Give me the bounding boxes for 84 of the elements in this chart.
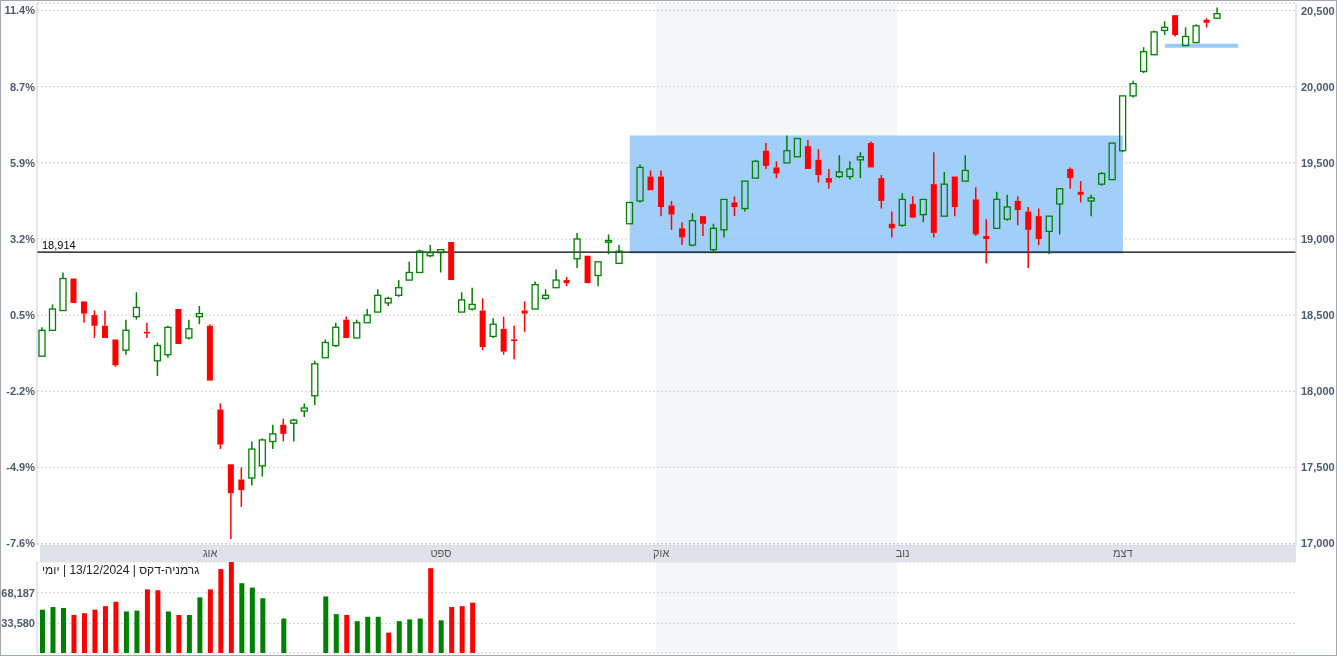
bar: [123, 611, 129, 653]
candlestick: [164, 325, 172, 359]
y-tick-label: 3.2%: [9, 232, 36, 245]
candlestick: [972, 186, 979, 237]
bar: [207, 589, 213, 653]
bar: [165, 611, 171, 653]
candlestick: [332, 321, 340, 348]
candlestick: [846, 160, 854, 181]
y-tick-label: 8.7%: [9, 80, 36, 93]
candlestick: [1003, 194, 1011, 222]
bar: [40, 609, 45, 653]
y-tick-label: -7.6%: [6, 537, 36, 550]
bar: [333, 614, 339, 653]
y-tick-label: 33,580: [1, 617, 35, 630]
candlestick: [762, 142, 769, 170]
candlestick: [269, 423, 277, 450]
y2-tick-label: 17,500: [1301, 461, 1335, 474]
bar: [354, 621, 360, 653]
y2-tick-label: 18,500: [1301, 309, 1335, 322]
x-tick-label: ספט: [430, 546, 452, 559]
bar: [323, 596, 329, 653]
x-tick-label: אוק: [653, 546, 670, 559]
bar: [60, 607, 66, 653]
bar: [407, 619, 413, 653]
candlestick: [825, 168, 832, 190]
bar: [428, 568, 434, 653]
bar: [71, 615, 77, 653]
bar: [218, 569, 224, 653]
bar: [470, 602, 476, 653]
bar: [155, 590, 161, 653]
y-tick-label: 11.4%: [4, 4, 36, 17]
bar: [81, 613, 87, 653]
candlestick: [1025, 206, 1032, 269]
y2-tick-label: 19,000: [1301, 232, 1335, 245]
bar: [249, 587, 255, 653]
candlestick: [468, 286, 476, 312]
bar: [396, 621, 402, 653]
bar: [417, 618, 423, 653]
bar: [375, 616, 381, 653]
y-tick-label: -2.2%: [6, 385, 36, 398]
bar: [144, 589, 150, 653]
bar: [459, 606, 465, 653]
bar: [197, 597, 203, 653]
bar: [134, 610, 140, 653]
bar: [239, 583, 245, 653]
y2-tick-label: 20,000: [1301, 80, 1335, 93]
candlestick: [489, 317, 497, 339]
y-tick-label: 0.5%: [9, 308, 36, 321]
bar: [186, 615, 192, 653]
y-tick-label: 5.9%: [9, 156, 36, 169]
candlestick: [658, 169, 665, 217]
y2-tick-label: 18,000: [1301, 385, 1335, 398]
y-tick-label: -4.9%: [6, 461, 36, 474]
bar: [50, 607, 56, 653]
y2-tick-label: 20,500: [1301, 4, 1335, 17]
bar: [102, 606, 108, 653]
bar: [438, 620, 444, 653]
candlestick: [678, 221, 685, 246]
bar: [365, 616, 371, 653]
candlestick: [122, 318, 130, 356]
candlestick: [248, 440, 256, 487]
candlestick: [426, 244, 434, 258]
candlestick: [573, 232, 581, 269]
x-tick-label: נוב: [895, 546, 910, 559]
candlestick: [1067, 166, 1074, 190]
bar: [344, 615, 350, 653]
ref-line-label: 18,914: [42, 239, 76, 252]
bar: [449, 607, 455, 653]
bar: [113, 601, 119, 653]
candlestick: [511, 325, 518, 361]
bar: [176, 615, 182, 653]
bar: [281, 618, 287, 653]
candlestick: [930, 151, 937, 239]
y-tick-label: 68,187: [1, 586, 35, 599]
x-tick-label: דצמ: [1113, 546, 1133, 559]
x-tick-label: אוג: [202, 546, 218, 559]
y2-tick-label: 19,500: [1301, 156, 1335, 169]
bar: [386, 632, 392, 653]
chart-title: גרמניה-דקס | 13/12/2024 | יומי: [42, 563, 200, 577]
bar: [228, 562, 234, 653]
bar: [260, 598, 266, 653]
bar: [92, 609, 98, 653]
candlestick: [290, 417, 298, 443]
y2-tick-label: 17,000: [1301, 537, 1335, 550]
